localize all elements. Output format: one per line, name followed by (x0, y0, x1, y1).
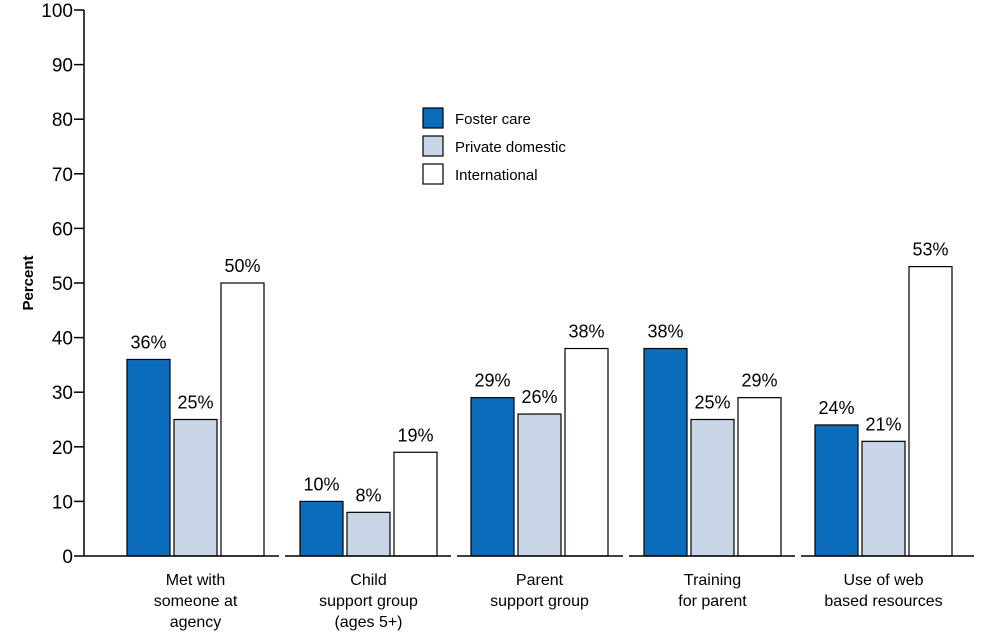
category-label: (ages 5+) (334, 614, 402, 631)
data-label: 38% (647, 322, 683, 342)
legend-swatch (422, 135, 444, 157)
legend: Foster care Private domestic International (422, 107, 566, 185)
y-tick-label: 70 (52, 165, 73, 186)
bar (908, 266, 953, 557)
category-label: Met with (166, 572, 226, 589)
category-label: Use of web (843, 572, 923, 589)
bar (861, 440, 906, 557)
data-label: 8% (355, 485, 381, 505)
y-tick-label: 100 (41, 1, 73, 22)
data-label: 26% (521, 387, 557, 407)
data-label: 25% (694, 393, 730, 413)
legend-swatch (422, 107, 444, 129)
data-label: 19% (397, 425, 433, 445)
legend-label: Foster care (455, 111, 531, 128)
data-label: 38% (568, 322, 604, 342)
bar (737, 397, 782, 557)
category-label: someone at (154, 593, 238, 610)
category-label: Training (684, 572, 741, 589)
y-tick-label: 20 (52, 438, 73, 459)
data-label: 36% (130, 332, 166, 352)
bar (470, 397, 515, 557)
legend-label: International (455, 167, 538, 184)
bar (690, 418, 735, 557)
legend-label: Private domestic (455, 139, 566, 156)
data-label: 25% (177, 393, 213, 413)
category-label: agency (170, 614, 222, 631)
bar (814, 424, 859, 557)
data-label: 10% (303, 474, 339, 494)
y-tick-label: 50 (52, 274, 73, 295)
y-tick-label: 40 (52, 329, 73, 350)
bar (517, 413, 562, 557)
data-label: 24% (818, 398, 854, 418)
category-label: support group (490, 593, 589, 610)
bar (393, 451, 438, 557)
y-tick-label: 10 (52, 492, 73, 513)
y-axis-title: Percent (20, 255, 37, 310)
bar (173, 418, 218, 557)
y-tick-label: 60 (52, 219, 73, 240)
category-label: Child (350, 572, 386, 589)
bar (299, 500, 344, 557)
y-axis: 0 10 20 30 40 50 60 70 80 90 100 Percent (20, 1, 85, 568)
y-tick-label: 30 (52, 383, 73, 404)
legend-swatch (422, 163, 444, 185)
data-label: 50% (224, 256, 260, 276)
data-label: 21% (865, 414, 901, 434)
bar (643, 347, 688, 557)
category-label: support group (319, 593, 418, 610)
bar (220, 282, 265, 557)
bar (126, 358, 171, 557)
bar (564, 347, 609, 557)
category-label: for parent (678, 593, 747, 610)
bar (346, 511, 391, 557)
y-tick-label: 0 (62, 547, 73, 568)
data-label: 29% (474, 371, 510, 391)
data-label: 29% (741, 371, 777, 391)
data-labels: 36% 10% 29% 38% 24% 25% 8% 26% 25% 21% 50% 19% 38% 29… (130, 240, 948, 506)
category-label: based resources (824, 593, 942, 610)
y-tick-label: 80 (52, 110, 73, 131)
data-label: 53% (912, 240, 948, 260)
y-tick-label: 90 (52, 56, 73, 77)
bars (126, 266, 953, 557)
x-axis: Met with someone at agency Child support gro… (84, 555, 974, 631)
category-label: Parent (516, 572, 564, 589)
